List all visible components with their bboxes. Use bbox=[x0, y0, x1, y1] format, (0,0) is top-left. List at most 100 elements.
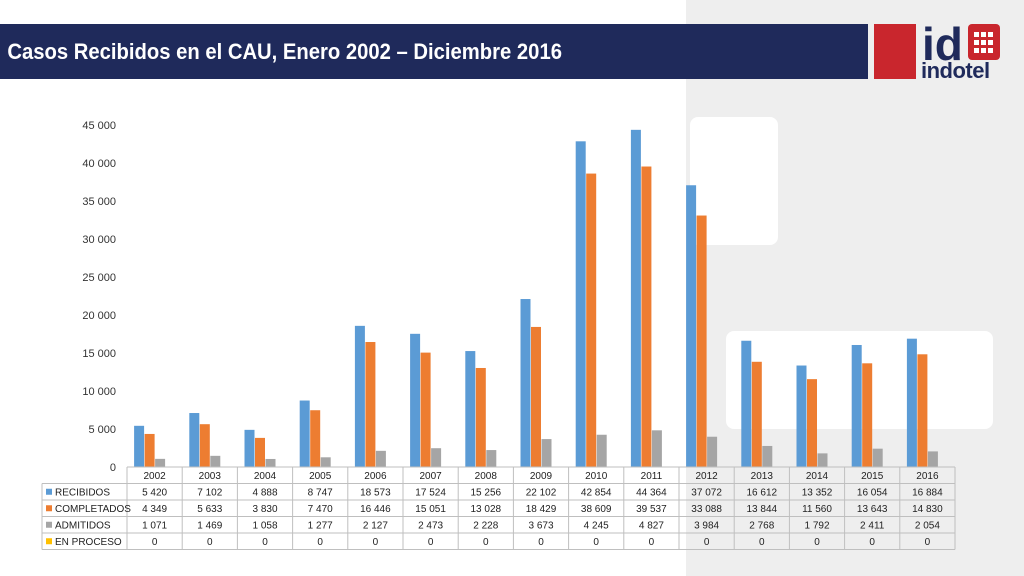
data-label: 4 349 bbox=[142, 504, 167, 515]
bar-completados bbox=[365, 342, 376, 467]
y-tick-label: 0 bbox=[110, 462, 116, 474]
bar-admitidos bbox=[320, 457, 331, 467]
bar-admitidos bbox=[596, 434, 607, 467]
bar-admitidos bbox=[155, 458, 166, 467]
data-label: 8 747 bbox=[308, 487, 333, 498]
x-tick-label: 2013 bbox=[751, 471, 774, 482]
data-label: 3 673 bbox=[528, 520, 553, 531]
bar-completados bbox=[310, 410, 321, 467]
data-label: 16 054 bbox=[857, 487, 888, 498]
data-label: 13 643 bbox=[857, 504, 888, 515]
indotel-logo-icon: id bbox=[922, 20, 1000, 64]
y-tick-label: 40 000 bbox=[82, 158, 116, 170]
data-label: 42 854 bbox=[581, 487, 612, 498]
data-label: 4 888 bbox=[252, 487, 277, 498]
data-label: 0 bbox=[593, 537, 599, 548]
x-tick-label: 2014 bbox=[806, 471, 829, 482]
right-background-strip bbox=[686, 0, 1024, 576]
data-label: 22 102 bbox=[526, 487, 557, 498]
y-tick-label: 15 000 bbox=[82, 348, 116, 360]
bar-completados bbox=[199, 424, 210, 467]
data-label: 2 768 bbox=[749, 520, 774, 531]
bar-recibidos bbox=[520, 299, 531, 467]
data-label: 5 633 bbox=[197, 504, 222, 515]
data-label: 13 352 bbox=[802, 487, 833, 498]
bar-recibidos bbox=[299, 400, 310, 467]
bar-admitidos bbox=[486, 450, 497, 467]
data-label: 1 277 bbox=[308, 520, 333, 531]
legend-swatch bbox=[46, 488, 52, 495]
legend-swatch bbox=[46, 538, 52, 545]
bar-completados bbox=[917, 354, 928, 467]
y-tick-label: 25 000 bbox=[82, 272, 116, 284]
data-label: 0 bbox=[759, 537, 765, 548]
bar-recibidos bbox=[410, 333, 421, 467]
data-label: 0 bbox=[428, 537, 434, 548]
bar-admitidos bbox=[927, 451, 938, 467]
data-label: 13 844 bbox=[747, 504, 778, 515]
data-label: 0 bbox=[649, 537, 655, 548]
bar-recibidos bbox=[189, 413, 200, 467]
y-tick-label: 35 000 bbox=[82, 196, 116, 208]
data-label: 2 228 bbox=[473, 520, 498, 531]
bar-completados bbox=[586, 173, 597, 467]
data-label: 0 bbox=[538, 537, 544, 548]
data-label: 0 bbox=[925, 537, 931, 548]
data-label: 5 420 bbox=[142, 487, 167, 498]
data-label: 0 bbox=[373, 537, 379, 548]
x-tick-label: 2012 bbox=[695, 471, 718, 482]
data-label: 4 245 bbox=[584, 520, 609, 531]
data-label: 2 054 bbox=[915, 520, 940, 531]
data-label: 2 473 bbox=[418, 520, 443, 531]
bar-recibidos bbox=[906, 338, 917, 467]
data-label: 1 469 bbox=[197, 520, 222, 531]
bar-completados bbox=[255, 437, 265, 467]
data-label: 13 028 bbox=[471, 504, 502, 515]
x-tick-label: 2007 bbox=[419, 471, 442, 482]
x-tick-label: 2016 bbox=[916, 471, 939, 482]
x-tick-label: 2004 bbox=[254, 471, 277, 482]
bar-recibidos bbox=[686, 185, 697, 467]
y-tick-label: 10 000 bbox=[82, 386, 116, 398]
data-label: 18 429 bbox=[526, 504, 557, 515]
logo-red-block bbox=[874, 24, 916, 79]
bar-admitidos bbox=[817, 453, 828, 467]
y-tick-label: 45 000 bbox=[82, 120, 116, 132]
bar-recibidos bbox=[354, 325, 365, 467]
bar-admitidos bbox=[707, 436, 718, 467]
bar-recibidos bbox=[575, 141, 586, 467]
y-tick-label: 5 000 bbox=[88, 424, 116, 436]
data-label: 0 bbox=[207, 537, 213, 548]
data-label: 7 470 bbox=[308, 504, 333, 515]
data-label: 38 609 bbox=[581, 504, 612, 515]
legend-entry: COMPLETADOS bbox=[55, 504, 131, 515]
data-label: 16 446 bbox=[360, 504, 391, 515]
title-bar: Casos Recibidos en el CAU, Enero 2002 – … bbox=[0, 24, 868, 79]
bar-admitidos bbox=[431, 448, 442, 467]
data-label: 15 051 bbox=[415, 504, 446, 515]
data-label: 37 072 bbox=[691, 487, 722, 498]
data-label: 17 524 bbox=[415, 487, 446, 498]
data-label: 33 088 bbox=[691, 504, 722, 515]
data-label: 2 411 bbox=[860, 520, 885, 531]
bar-recibidos bbox=[851, 344, 862, 467]
bar-completados bbox=[144, 433, 155, 467]
data-label: 16 612 bbox=[747, 487, 778, 498]
bar-recibidos bbox=[630, 129, 641, 467]
legend-entry: RECIBIDOS bbox=[55, 487, 110, 498]
data-label: 3 830 bbox=[252, 504, 277, 515]
bar-recibidos bbox=[244, 429, 255, 467]
bar-admitidos bbox=[541, 439, 552, 467]
bar-recibidos bbox=[134, 425, 145, 467]
data-label: 0 bbox=[262, 537, 268, 548]
data-label: 0 bbox=[152, 537, 158, 548]
x-tick-label: 2009 bbox=[530, 471, 553, 482]
x-tick-label: 2005 bbox=[309, 471, 332, 482]
bar-completados bbox=[475, 367, 486, 467]
legend-swatch bbox=[46, 505, 52, 512]
data-label: 7 102 bbox=[197, 487, 222, 498]
bar-admitidos bbox=[872, 448, 883, 467]
data-label: 39 537 bbox=[636, 504, 667, 515]
bar-completados bbox=[641, 166, 652, 467]
data-label: 14 830 bbox=[912, 504, 943, 515]
